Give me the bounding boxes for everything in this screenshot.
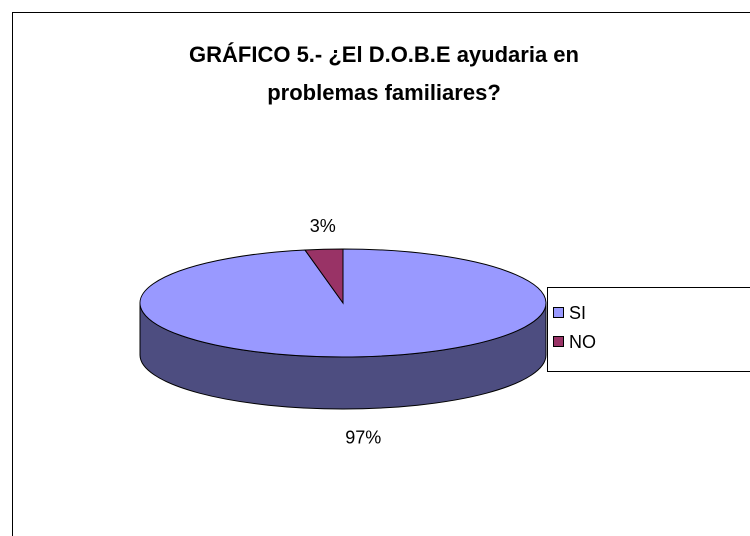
legend-swatch xyxy=(553,307,564,318)
chart-border xyxy=(12,12,750,536)
legend-label: SI xyxy=(569,303,586,323)
legend-swatch xyxy=(553,336,564,347)
slice xyxy=(304,248,344,305)
chart-title: GRÁFICO 5.- ¿El D.O.B.E ayudaria en prob… xyxy=(189,42,579,105)
legend-label: NO xyxy=(569,332,596,352)
legend-box xyxy=(547,287,750,372)
data-label: 97% xyxy=(345,427,381,447)
data-label: 3% xyxy=(310,216,336,236)
